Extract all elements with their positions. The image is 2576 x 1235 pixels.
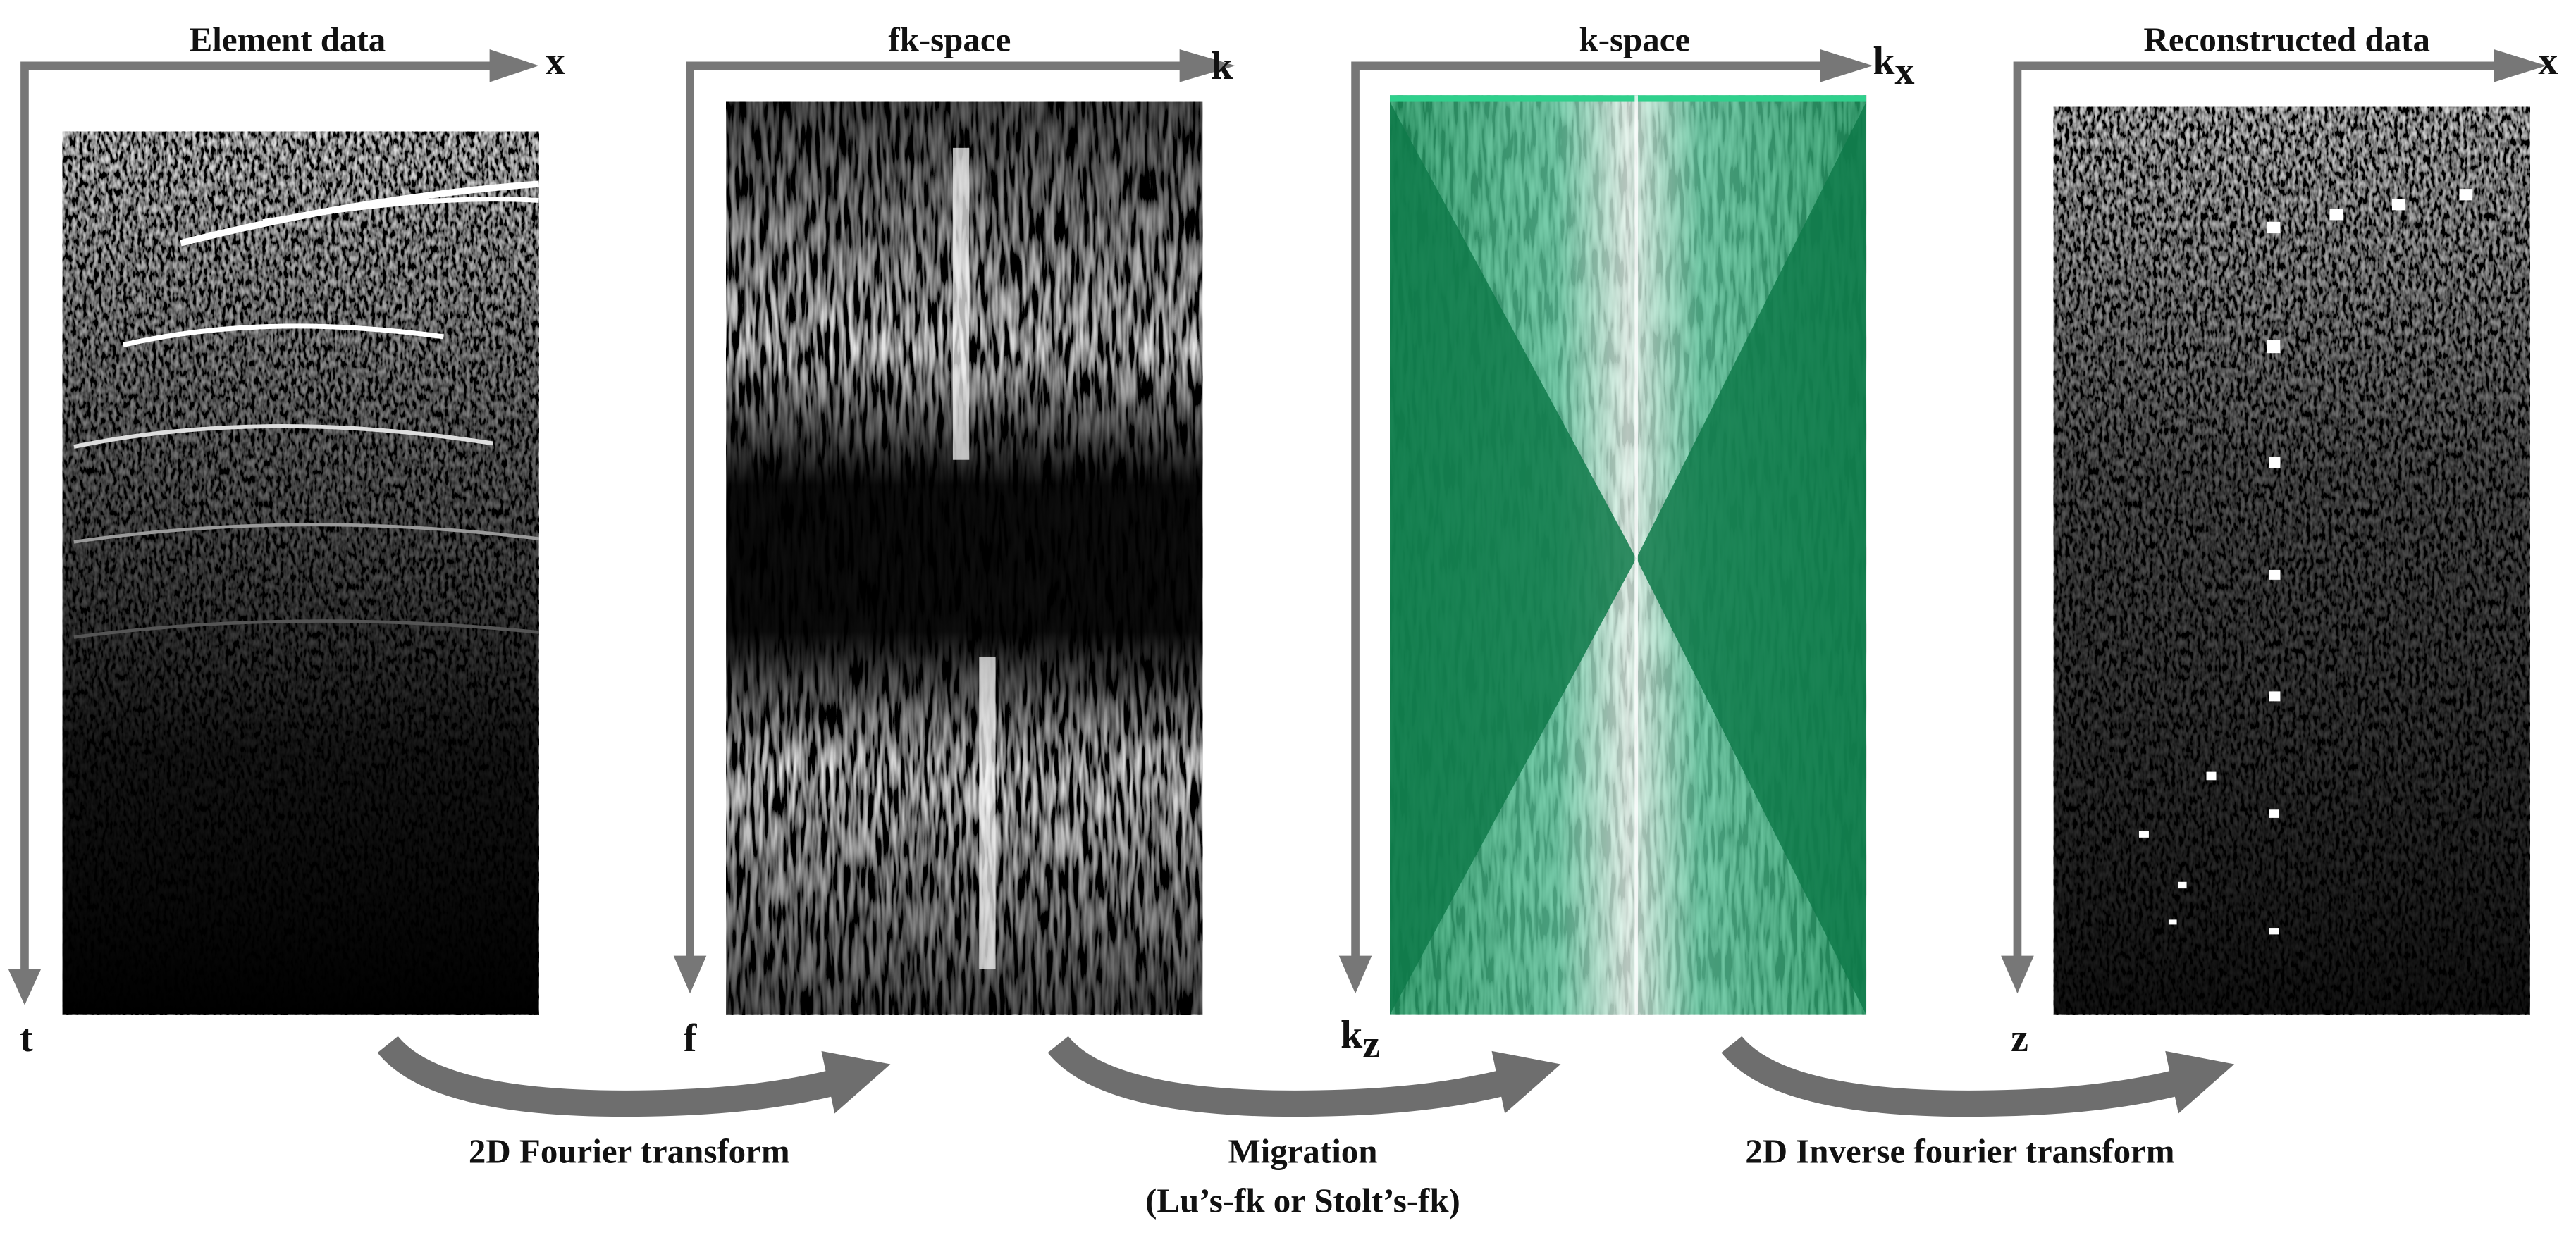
axis-label: kx: [1873, 39, 1914, 93]
transform-note: (Lu’s-fk or Stolt’s-fk): [1145, 1181, 1460, 1220]
transform-arrows: [377, 1036, 2235, 1117]
panel-title: Reconstructed data: [2144, 20, 2430, 58]
transform-label: 2D Fourier transform: [469, 1131, 790, 1170]
axis-subscript: z: [1362, 1023, 1380, 1067]
panel-image: [726, 101, 1203, 1015]
axis-label: k: [1211, 44, 1233, 88]
axis-label: kz: [1341, 1013, 1380, 1067]
axis-label: x: [2538, 39, 2558, 83]
axis-label: t: [20, 1017, 33, 1060]
transform-label: 2D Inverse fourier transform: [1745, 1131, 2174, 1170]
axis-symbol: k: [1341, 1013, 1363, 1057]
panel-title: k-space: [1579, 20, 1690, 58]
panel-image: [1390, 95, 1867, 1015]
axis-subscript: x: [1894, 49, 1914, 93]
transform-label: Migration: [1228, 1131, 1377, 1170]
axes: [8, 49, 2547, 1005]
panel-title: Element data: [190, 20, 386, 58]
panel-image: [62, 131, 539, 1015]
axis-label: z: [2011, 1017, 2028, 1060]
axis-label: x: [546, 39, 565, 83]
panel-image: [2053, 106, 2530, 1015]
panel-title: fk-space: [888, 20, 1011, 58]
axis-label: f: [684, 1017, 698, 1060]
axis-symbol: k: [1873, 39, 1895, 83]
